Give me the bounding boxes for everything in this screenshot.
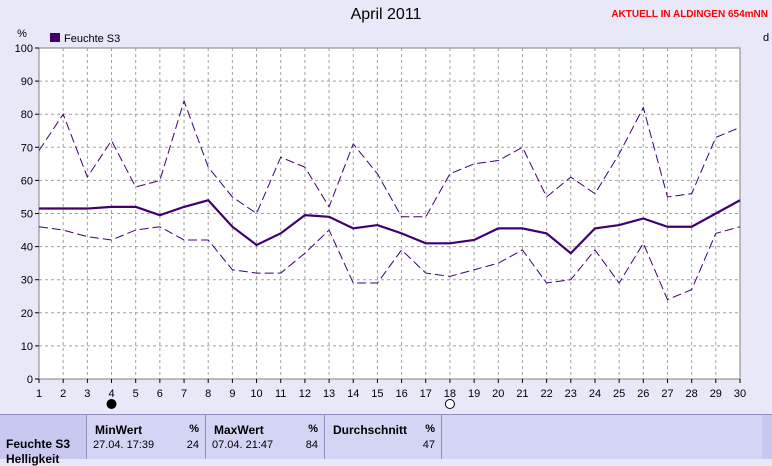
x-tick-label: 15: [371, 388, 383, 400]
x-tick-label: 22: [540, 388, 552, 400]
x-tick-label: 28: [686, 388, 698, 400]
x-tick-label: 7: [181, 388, 187, 400]
x-tick-label: 16: [395, 388, 407, 400]
stats-max-cell: MaxWert % 07.04. 21:47 84: [205, 415, 324, 459]
x-tick-label: 23: [565, 388, 577, 400]
x-axis: 1 2 3 4 5 6 7 8 9 10 11 12 13 14 15 16 17 18 19 20 21 22 23 24 2…: [36, 379, 746, 400]
stats-min-cell: MinWert % 27.04. 17:39 24: [86, 415, 205, 459]
y-tick-label: 20: [21, 308, 33, 320]
min-header: MinWert: [95, 423, 143, 437]
x-tick-label: 18: [444, 388, 456, 400]
x-tick-label: 27: [661, 388, 673, 400]
x-tick-label: 30: [734, 388, 746, 400]
y-tick-label: 50: [21, 209, 33, 221]
x-tick-label: 29: [710, 388, 722, 400]
moon-new-icon: [106, 399, 117, 409]
max-date: 07.04. 21:47: [212, 439, 274, 451]
y-tick-label: 10: [21, 341, 33, 353]
legend-swatch: [50, 33, 60, 42]
moon-full-icon: [444, 399, 455, 409]
avg-value: 47: [422, 439, 435, 451]
min-date: 27.04. 17:39: [93, 439, 155, 451]
x-tick-label: 11: [275, 388, 286, 400]
x-tick-label: 13: [323, 388, 335, 400]
x-tick-label: 5: [133, 388, 139, 400]
max-value: 84: [305, 439, 318, 451]
stats-row-label-2: Helligkeit: [6, 452, 60, 466]
x-tick-label: 1: [36, 388, 42, 400]
legend-label: Feuchte S3: [64, 33, 120, 45]
stats-row-label: Feuchte S3: [6, 437, 71, 451]
series-line-min: [38, 226, 741, 301]
x-tick-label: 20: [492, 388, 504, 400]
x-tick-label: 12: [299, 388, 311, 400]
y-tick-label: 90: [21, 76, 33, 88]
moon-markers: [106, 399, 455, 409]
x-tick-label: 21: [516, 388, 528, 400]
x-tick-label: 26: [637, 388, 649, 400]
x-tick-label: 17: [420, 388, 432, 400]
legend: Feuchte S3: [50, 33, 120, 45]
max-unit: %: [308, 423, 318, 435]
avg-header: Durchschnitt: [333, 423, 408, 437]
y-tick-label: 100: [15, 43, 33, 55]
y-tick-label: 30: [21, 275, 33, 287]
avg-unit: %: [425, 423, 435, 435]
x-tick-label: 9: [229, 388, 235, 400]
stats-avg-cell: Durchschnitt % 47: [324, 415, 441, 459]
series-group: [38, 99, 741, 301]
x-tick-label: 3: [84, 388, 90, 400]
x-tick-label: 25: [613, 388, 625, 400]
y-tick-label: 60: [21, 175, 33, 187]
x-tick-label: 24: [589, 388, 601, 400]
chart-title: April 2011: [350, 6, 422, 23]
station-label: AKTUELL IN ALDINGEN 654mNN: [611, 9, 768, 20]
x-tick-label: 2: [60, 388, 66, 400]
x-tick-label: 10: [250, 388, 262, 400]
max-header: MaxWert: [214, 423, 264, 437]
right-edge-label: d: [763, 32, 770, 44]
x-tick-label: 6: [157, 388, 163, 400]
x-tick-label: 4: [108, 388, 114, 400]
stats-empty-cell: [441, 415, 762, 459]
series-line-mean: [39, 199, 741, 255]
min-unit: %: [189, 423, 199, 435]
x-tick-label: 19: [468, 388, 480, 400]
y-tick-label: 40: [21, 242, 33, 254]
y-axis: 0 10 20 30 40 50 60 70 80 90 100: [15, 43, 39, 386]
y-axis-unit: %: [17, 28, 27, 40]
series-line-max: [38, 99, 741, 218]
stats-panel: MinWert % 27.04. 17:39 24 MaxWert % 07.0…: [0, 414, 772, 459]
min-value: 24: [186, 439, 199, 451]
y-tick-label: 0: [27, 374, 33, 386]
y-tick-label: 70: [21, 142, 33, 154]
y-tick-label: 80: [21, 109, 33, 121]
x-tick-label: 14: [347, 388, 359, 400]
grid: [39, 48, 740, 379]
x-tick-label: 8: [205, 388, 211, 400]
